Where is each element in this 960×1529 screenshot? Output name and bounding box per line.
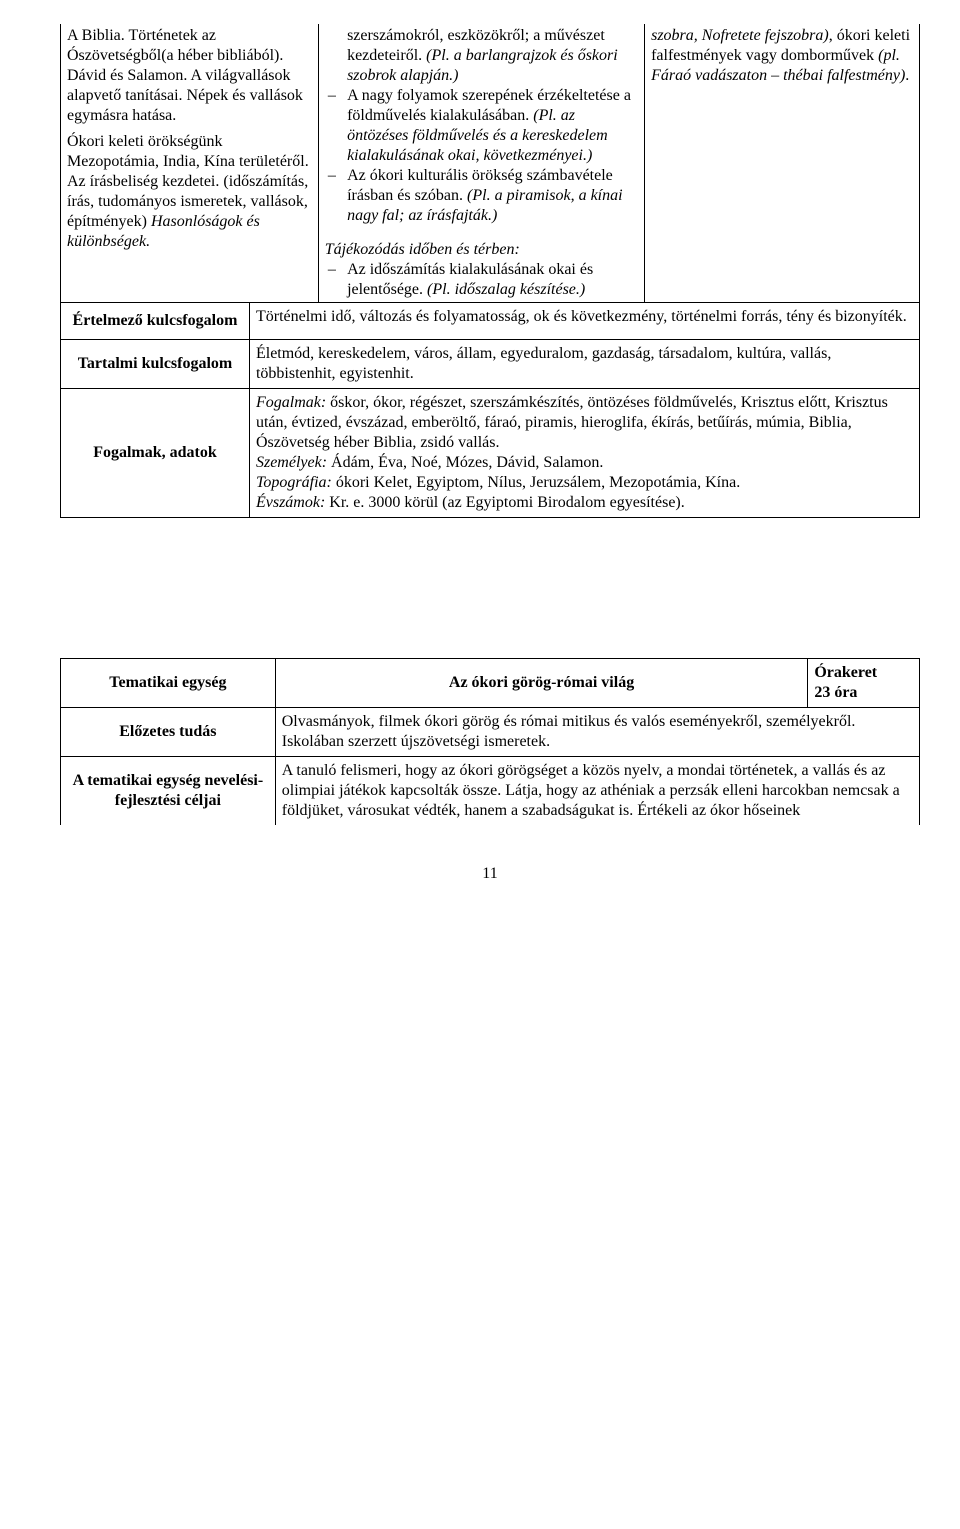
fogalmak-l2: Személyek: Ádám, Éva, Noé, Mózes, Dávid,… — [256, 453, 913, 473]
unit-r3c1: A tematikai egység nevelési-fejlesztési … — [61, 757, 276, 826]
fogalmak-l3-label: Topográfia: — [256, 474, 332, 491]
page-number: 11 — [60, 865, 920, 883]
unit-row-3: A tematikai egység nevelési-fejlesztési … — [61, 757, 920, 826]
kw-label-1: Értelmező kulcsfogalom — [61, 303, 250, 340]
kw-row-1: Értelmező kulcsfogalom Történelmi idő, v… — [61, 303, 920, 340]
kw-text-1: Történelmi idő, változás és folyamatossá… — [249, 303, 919, 340]
content-row-main: A Biblia. Történetek az Ószövetségből(a … — [61, 24, 920, 303]
col3-cell: szobra, Nofretete fejszobra), ókori kele… — [645, 24, 920, 303]
fogalmak-l1-label: Fogalmak: — [256, 394, 326, 411]
fogalmak-l1-text: őskor, ókor, régészet, szerszámkészítés,… — [256, 394, 888, 451]
fogalmak-label: Fogalmak, adatok — [61, 389, 250, 518]
col2-b1: A nagy folyamok szerepének érzékeltetése… — [344, 86, 638, 166]
fogalmak-l4: Évszámok: Kr. e. 3000 körül (az Egyiptom… — [256, 493, 913, 513]
unit-table: Tematikai egység Az ókori görög-római vi… — [60, 658, 920, 825]
unit-r2c1: Előzetes tudás — [61, 708, 276, 757]
unit-r1c2: Az ókori görög-római világ — [275, 659, 808, 708]
col2-cell: szerszámokról, eszközökről; a művészet k… — [318, 24, 644, 303]
fogalmak-cell: Fogalmak: őskor, ókor, régészet, szerszá… — [249, 389, 919, 518]
unit-row-2: Előzetes tudás Olvasmányok, filmek ókori… — [61, 708, 920, 757]
fogalmak-l2-text: Ádám, Éva, Noé, Mózes, Dávid, Salamon. — [327, 454, 603, 471]
col2-list1: A nagy folyamok szerepének érzékeltetése… — [325, 86, 638, 226]
unit-row-1: Tematikai egység Az ókori görög-római vi… — [61, 659, 920, 708]
fogalmak-l1: Fogalmak: őskor, ókor, régészet, szerszá… — [256, 393, 913, 453]
col2-list2: Az időszámítás kialakulásának okai és je… — [325, 260, 638, 300]
kw-text-2: Életmód, kereskedelem, város, állam, egy… — [249, 340, 919, 389]
fogalmak-row: Fogalmak, adatok Fogalmak: őskor, ókor, … — [61, 389, 920, 518]
unit-r1c3: Órakeret 23 óra — [808, 659, 920, 708]
col2-lead-wrap: szerszámokról, eszközökről; a művészet k… — [325, 26, 638, 86]
fogalmak-l3: Topográfia: ókori Kelet, Egyiptom, Nílus… — [256, 473, 913, 493]
unit-r1c3b: 23 óra — [814, 683, 913, 703]
col1-cell: A Biblia. Történetek az Ószövetségből(a … — [61, 24, 319, 303]
fogalmak-l4-text: Kr. e. 3000 körül (az Egyiptomi Birodalo… — [325, 494, 684, 511]
kw-row-2: Tartalmi kulcsfogalom Életmód, kereskede… — [61, 340, 920, 389]
fogalmak-l3-text: ókori Kelet, Egyiptom, Nílus, Jeruzsálem… — [332, 474, 740, 491]
unit-r2c2: Olvasmányok, filmek ókori görög és római… — [275, 708, 919, 757]
unit-r3c2: A tanuló felismeri, hogy az ókori görögs… — [275, 757, 919, 826]
col2-sec2-head: Tájékozódás időben és térben: — [325, 240, 638, 260]
kw-label-2: Tartalmi kulcsfogalom — [61, 340, 250, 389]
col3-p2: . — [905, 67, 909, 84]
fogalmak-l4-label: Évszámok: — [256, 494, 325, 511]
unit-r1c3a: Órakeret — [814, 663, 913, 683]
col2-sec2-b1: Az időszámítás kialakulásának okai és je… — [344, 260, 638, 300]
col3-i1: szobra, Nofretete fejszobra) — [651, 27, 829, 44]
col1-p2: Ókori keleti örökségünk Mezopotámia, Ind… — [67, 132, 312, 252]
col2-b2: Az ókori kulturális örökség számbavétele… — [344, 166, 638, 226]
fogalmak-l2-label: Személyek: — [256, 454, 327, 471]
unit-r1c1: Tematikai egység — [61, 659, 276, 708]
col1-p1: A Biblia. Történetek az Ószövetségből(a … — [67, 26, 312, 126]
content-table: A Biblia. Történetek az Ószövetségből(a … — [60, 24, 920, 518]
col2-sec2-b1-italic: (Pl. időszalag készítése.) — [427, 281, 585, 298]
col2-b1-plain: A nagy folyamok szerepének érzékeltetése… — [347, 87, 631, 124]
